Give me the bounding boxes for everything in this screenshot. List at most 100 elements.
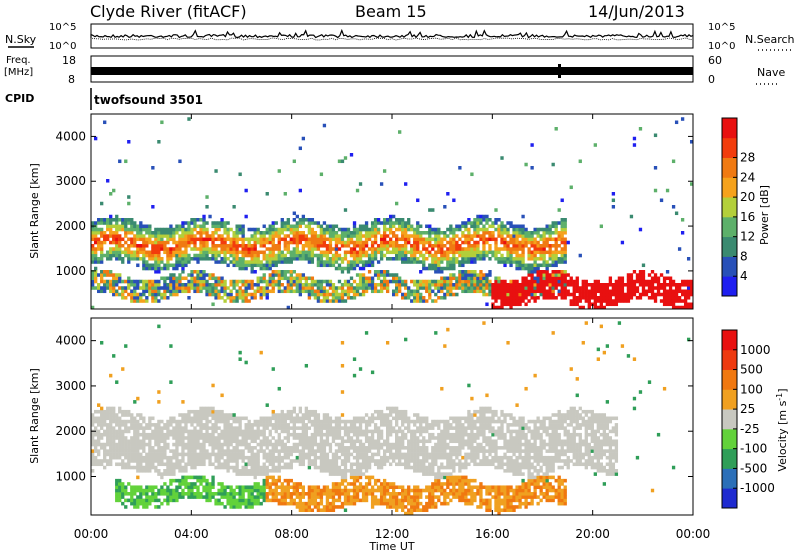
heatmap-cell xyxy=(542,279,546,284)
heatmap-cell xyxy=(602,289,607,294)
heatmap-cell xyxy=(211,485,215,490)
heatmap-cell xyxy=(452,260,456,264)
heatmap-cell xyxy=(346,455,351,460)
heatmap-cell xyxy=(160,260,164,264)
heatmap-cell xyxy=(566,240,570,245)
heatmap-cell xyxy=(388,279,393,284)
heatmap-cell xyxy=(280,482,284,486)
heatmap-cell xyxy=(310,409,315,414)
heatmap-cell xyxy=(205,439,209,444)
heatmap-cell xyxy=(304,505,309,509)
heatmap-cell xyxy=(358,367,363,371)
heatmap-cell xyxy=(121,221,125,225)
heatmap-cell xyxy=(190,221,194,225)
heatmap-cell xyxy=(286,286,290,290)
heatmap-cell xyxy=(94,442,98,447)
heatmap-cell xyxy=(352,296,357,300)
heatmap-cell xyxy=(521,224,525,229)
heatmap-cell xyxy=(157,279,161,284)
heatmap-cell xyxy=(316,488,321,493)
heatmap-cell xyxy=(464,250,468,255)
heatmap-cell xyxy=(650,289,655,294)
heatmap-cell xyxy=(169,234,173,238)
heatmap-cell xyxy=(452,273,456,277)
heatmap-cell xyxy=(422,286,426,290)
heatmap-cell xyxy=(196,247,200,251)
heatmap-cell xyxy=(235,465,239,470)
heatmap-cell xyxy=(385,221,390,225)
heatmap-cell xyxy=(253,244,257,248)
heatmap-cell xyxy=(434,299,438,303)
heatmap-cell xyxy=(434,234,438,238)
heatmap-cell xyxy=(518,227,522,232)
heatmap-cell xyxy=(100,260,104,264)
heatmap-cell xyxy=(271,442,275,447)
heatmap-cell xyxy=(220,482,224,486)
heatmap-cell xyxy=(382,240,387,245)
heatmap-cell xyxy=(265,296,269,300)
heatmap-cell xyxy=(337,485,342,490)
heatmap-cell xyxy=(367,237,372,242)
heatmap-cell xyxy=(118,462,122,467)
heatmap-cell xyxy=(334,247,339,251)
heatmap-cell xyxy=(328,234,333,238)
heatmap-cell xyxy=(422,253,426,258)
heatmap-cell xyxy=(431,257,435,261)
heatmap-cell xyxy=(202,478,206,483)
heatmap-cell xyxy=(175,485,179,490)
heatmap-cell xyxy=(163,250,167,255)
heatmap-cell xyxy=(130,442,134,447)
heatmap-cell xyxy=(136,469,140,473)
heatmap-cell xyxy=(91,439,95,444)
heatmap-cell xyxy=(307,409,312,414)
heatmap-cell xyxy=(346,498,351,503)
heatmap-cell xyxy=(124,413,128,417)
heatmap-cell xyxy=(250,292,254,297)
heatmap-cell xyxy=(226,413,230,417)
heatmap-cell xyxy=(289,409,293,414)
heatmap-cell xyxy=(262,478,266,483)
heatmap-cell xyxy=(319,244,324,248)
heatmap-cell xyxy=(557,289,561,294)
heatmap-cell xyxy=(253,237,257,242)
heatmap-cell xyxy=(148,439,152,444)
heatmap-cell xyxy=(160,237,164,242)
heatmap-cell xyxy=(202,283,206,287)
heatmap-cell xyxy=(407,286,411,290)
heatmap-cell xyxy=(289,485,293,490)
heatmap-cell xyxy=(334,244,339,248)
heatmap-cell xyxy=(142,250,146,255)
heatmap-cell xyxy=(283,498,287,503)
heatmap-cell xyxy=(295,221,299,225)
heatmap-cell xyxy=(470,247,474,251)
heatmap-cell xyxy=(404,244,408,248)
heatmap-cell xyxy=(241,234,245,238)
heatmap-cell xyxy=(154,257,158,261)
heatmap-cell xyxy=(533,292,537,297)
heatmap-cell xyxy=(322,279,327,284)
heatmap-cell xyxy=(154,423,158,427)
heatmap-cell xyxy=(340,482,345,486)
heatmap-cell xyxy=(518,283,522,287)
heatmap-cell xyxy=(334,469,339,473)
heatmap-cell xyxy=(536,279,540,284)
heatmap-cell xyxy=(488,244,492,248)
heatmap-cell xyxy=(638,227,643,232)
heatmap-cell xyxy=(136,442,140,447)
heatmap-cell xyxy=(352,231,357,235)
heatmap-cell xyxy=(358,240,363,245)
heatmap-cell xyxy=(160,120,164,125)
heatmap-cell xyxy=(620,289,625,294)
heatmap-cell xyxy=(118,276,122,281)
heatmap-cell xyxy=(569,276,573,281)
heatmap-cell xyxy=(166,488,170,493)
heatmap-cell xyxy=(199,429,203,434)
heatmap-cell xyxy=(671,159,676,164)
heatmap-cell xyxy=(364,469,369,473)
heatmap-cell xyxy=(349,462,354,467)
heatmap-cell xyxy=(226,221,230,225)
heatmap-cell xyxy=(187,416,191,421)
heatmap-cell xyxy=(136,455,140,460)
heatmap-cell xyxy=(259,292,263,297)
heatmap-cell xyxy=(169,273,173,277)
